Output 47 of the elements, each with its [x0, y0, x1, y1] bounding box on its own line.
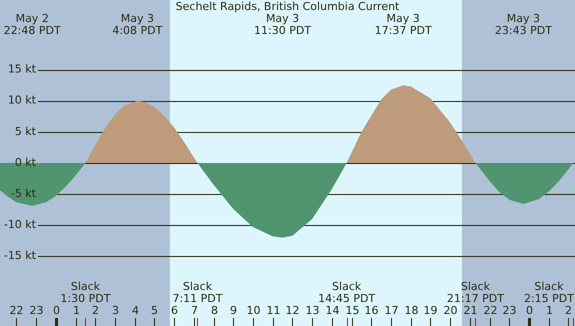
y-tick-label: 0 kt [14, 156, 37, 169]
x-tick-label: 15 [346, 304, 360, 317]
y-tick-label: 10 kt [8, 94, 37, 107]
x-tick-label: 0 [526, 304, 533, 317]
x-tick-label: 1 [546, 304, 553, 317]
x-tick-label: 5 [151, 304, 158, 317]
x-tick-label: 7 [191, 304, 198, 317]
annotation: Slack 14:45 PDT [318, 280, 376, 305]
x-tick-label: 17 [384, 304, 398, 317]
x2-tick-label: May 3 4:08 PDT [112, 12, 163, 37]
x-tick-label: 2 [565, 304, 572, 317]
annotation: Slack 1:30 PDT [60, 280, 111, 305]
x-tick-label: 8 [211, 304, 218, 317]
x-tick-label: 0 [53, 304, 60, 317]
x-tick-label: 1 [73, 304, 80, 317]
y-tick-label: -10 kt [4, 218, 37, 232]
x-tick-label: 20 [444, 304, 458, 317]
annotation: Slack 7:11 PDT [172, 280, 223, 305]
x-tick-label: 22 [484, 304, 498, 317]
x2-tick-label: May 3 11:30 PDT [254, 12, 312, 37]
y-tick-label: -5 kt [10, 186, 37, 200]
x-tick-label: 2 [92, 304, 99, 317]
x-tick-label: 21 [464, 304, 478, 317]
chart-title: Sechelt Rapids, British Columbia Current [176, 0, 400, 13]
x-tick-label: 23 [30, 304, 44, 317]
x-tick-label: 4 [132, 304, 139, 317]
x2-tick-label: May 2 22:48 PDT [4, 12, 61, 37]
x-tick-label: 3 [112, 304, 119, 317]
x-tick-label: 10 [246, 304, 260, 317]
annotation: Slack 2:15 PDT [524, 280, 574, 305]
x-tick-label: 12 [286, 304, 300, 317]
x-tick-label: 9 [230, 304, 237, 317]
x2-tick-label: May 3 17:37 PDT [374, 12, 432, 37]
x2-tick-label: May 3 23:43 PDT [494, 12, 552, 37]
y-tick-label: 5 kt [14, 124, 37, 138]
x-tick-label: 18 [404, 304, 418, 317]
x-tick-label: 23 [502, 304, 516, 317]
x-tick-label: 19 [424, 304, 438, 317]
x-tick-label: 14 [326, 304, 340, 317]
x-tick-label: 6 [171, 304, 178, 317]
annotation: Slack 21:17 PDT [446, 280, 504, 305]
y-tick-label: 15 kt [8, 62, 37, 76]
x-tick-label: 13 [306, 304, 320, 317]
x-tick-label: 11 [266, 304, 280, 317]
x-tick-label: 16 [364, 304, 378, 317]
x-tick-label: 22 [10, 304, 24, 317]
y-tick-label: -15 kt [4, 249, 37, 262]
